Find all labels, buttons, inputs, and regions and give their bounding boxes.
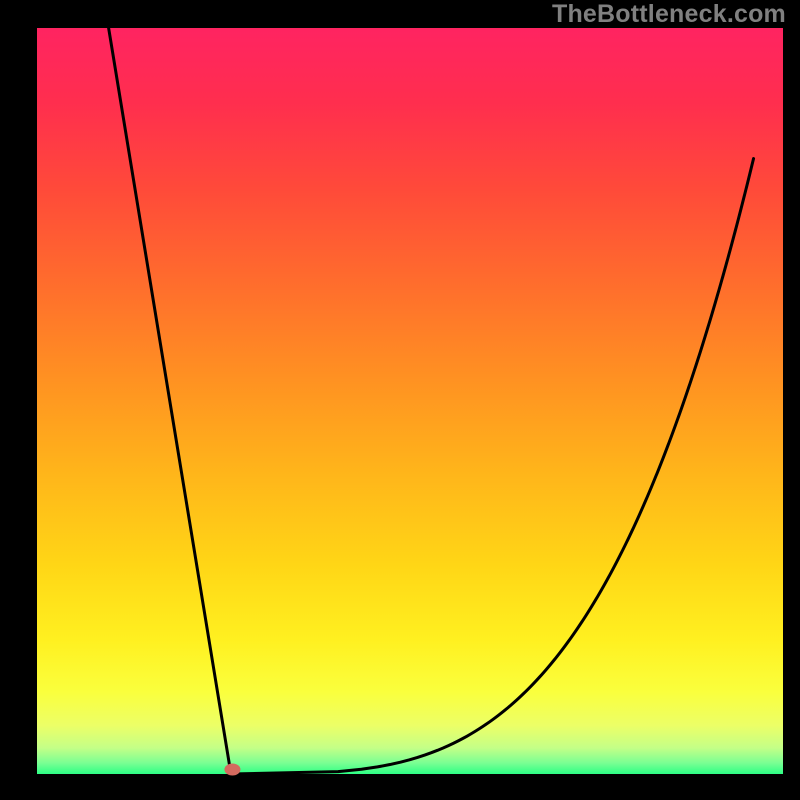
watermark-text: TheBottleneck.com: [552, 0, 786, 29]
vertex-marker: [224, 764, 240, 776]
plot-background: [37, 28, 783, 774]
chart-root: TheBottleneck.com: [0, 0, 800, 800]
chart-svg: [0, 0, 800, 800]
